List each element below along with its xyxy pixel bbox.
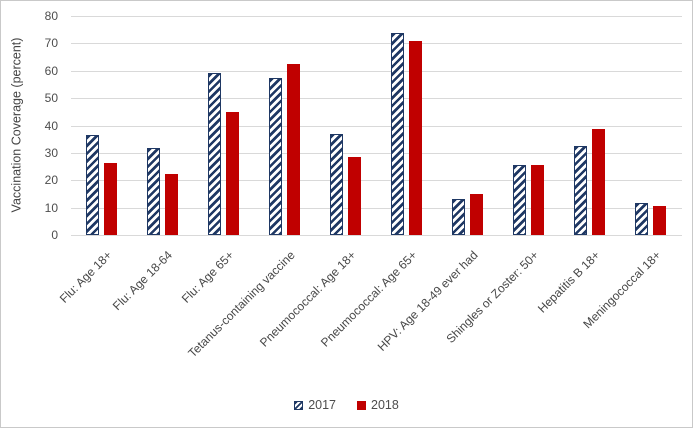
y-tick-label-30: 30 <box>44 145 58 160</box>
x-label-6: HPV: Age 18-49 ever had <box>374 248 481 354</box>
y-tick-label-80: 80 <box>44 9 58 23</box>
y-tick-label-70: 70 <box>44 36 58 51</box>
bar-2018-category-6 <box>470 193 483 235</box>
gridline-40 <box>71 125 682 127</box>
bar-2017-category-0 <box>86 134 99 235</box>
bar-2018-category-7 <box>531 165 544 235</box>
legend: 2017 2018 <box>1 396 692 414</box>
bar-2017-category-1 <box>147 148 160 235</box>
bar-2017-category-8 <box>574 146 587 235</box>
bar-2017-category-2 <box>208 72 221 235</box>
bar-2017-category-5 <box>391 32 404 235</box>
bar-2017-category-9 <box>635 202 648 235</box>
legend-swatch-2018 <box>357 400 366 410</box>
x-label-8: Hepatitis B 18+ <box>534 248 603 316</box>
x-label-2: Flu: Age 65+ <box>178 248 237 306</box>
legend-item-2018: 2018 <box>357 398 399 412</box>
gridline-10 <box>71 207 682 209</box>
legend-label-2018: 2018 <box>371 398 399 412</box>
bar-2018-category-8 <box>592 129 605 235</box>
bar-2017-category-3 <box>269 77 282 235</box>
bar-2018-category-9 <box>653 206 666 235</box>
bar-2018-category-5 <box>409 40 422 235</box>
x-label-3: Tetanus-containing vaccine <box>185 248 298 361</box>
bar-2018-category-1 <box>165 173 178 235</box>
legend-label-2017: 2017 <box>308 398 336 412</box>
bar-2018-category-2 <box>226 112 239 235</box>
bar-2018-category-0 <box>104 162 117 235</box>
legend-swatch-2017 <box>294 400 304 410</box>
bar-2018-category-4 <box>348 157 361 235</box>
gridline-0 <box>71 235 682 236</box>
legend-item-2017: 2017 <box>294 398 336 412</box>
bar-2017-category-4 <box>330 134 343 235</box>
y-tick-label-60: 60 <box>44 63 58 78</box>
gridline-70 <box>71 43 682 45</box>
y-tick-label-10: 10 <box>44 200 58 215</box>
gridline-50 <box>71 98 682 100</box>
bar-2018-category-3 <box>287 64 300 235</box>
bar-2017-category-7 <box>513 165 526 235</box>
y-tick-label-50: 50 <box>44 91 58 106</box>
bar-2017-category-6 <box>452 199 465 235</box>
y-tick-label-0: 0 <box>51 228 58 242</box>
gridline-80 <box>71 16 682 17</box>
gridline-30 <box>71 152 682 154</box>
gridline-60 <box>71 70 682 72</box>
x-label-0: Flu: Age 18+ <box>56 248 115 306</box>
y-tick-label-20: 20 <box>44 173 58 188</box>
gridline-20 <box>71 180 682 182</box>
y-tick-label-40: 40 <box>44 118 58 133</box>
x-label-1: Flu: Age 18-64 <box>110 248 176 314</box>
